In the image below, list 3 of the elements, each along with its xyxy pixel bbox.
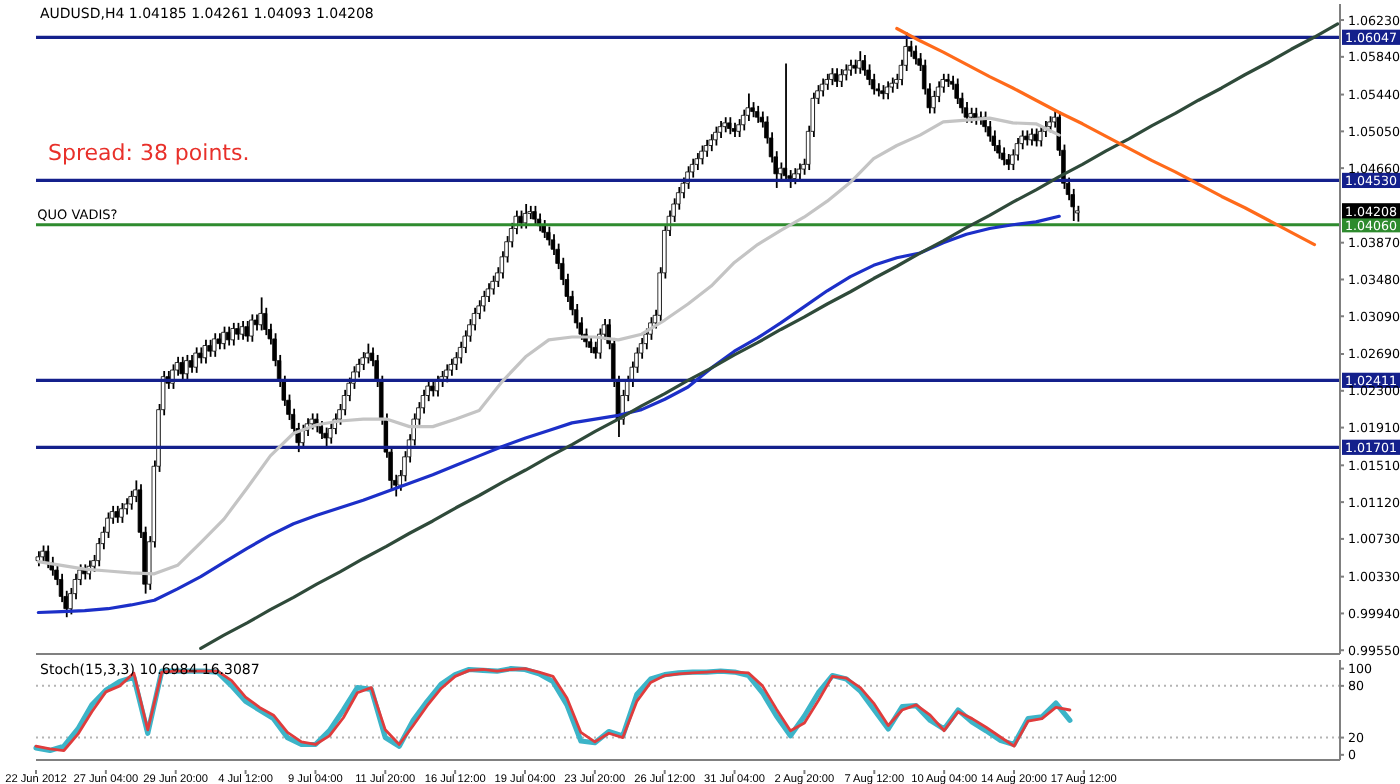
line-series — [895, 26, 1317, 247]
annotation: Spread: 38 points. — [48, 140, 250, 166]
line-series — [36, 116, 1061, 576]
